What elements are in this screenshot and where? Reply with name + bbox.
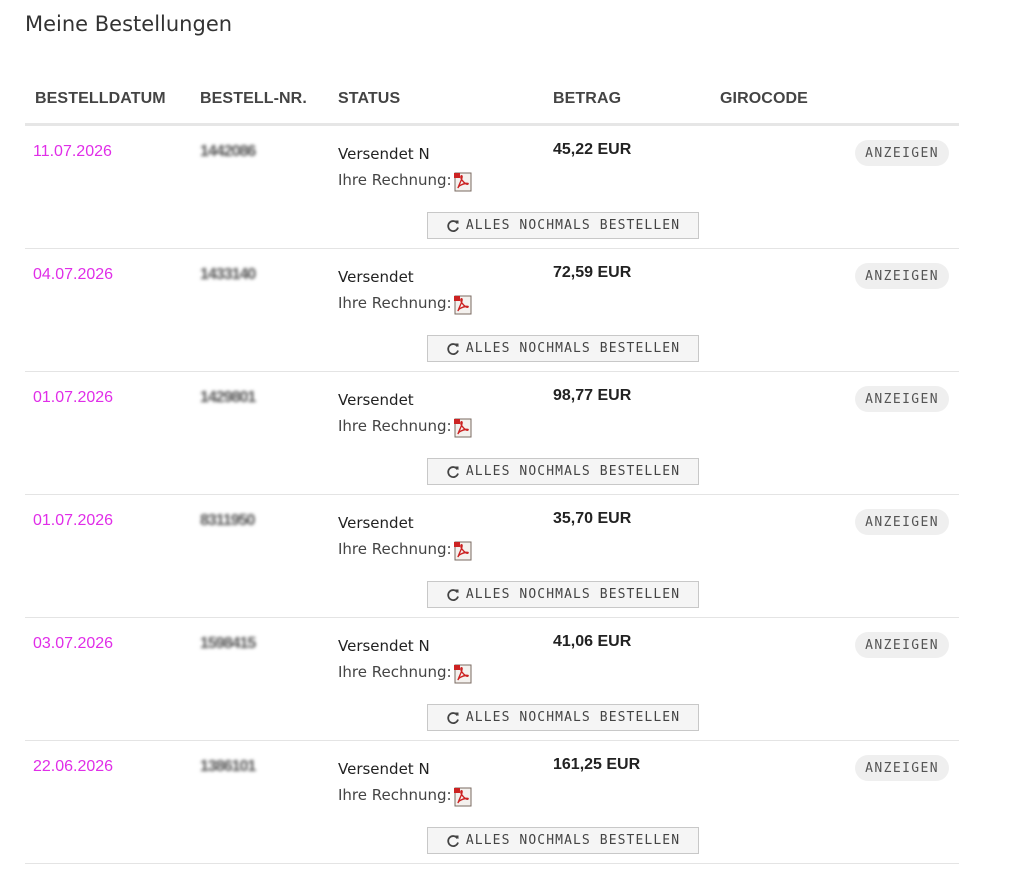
invoice-label: Ihre Rechnung: (338, 786, 452, 804)
table-row: 01.07.2026 1429801 Versendet Ihre Rechnu… (25, 372, 959, 495)
reorder-label: ALLES NOCHMALS BESTELLEN (465, 464, 681, 479)
invoice-label: Ihre Rechnung: (338, 417, 452, 435)
status-text: Versendet N (338, 145, 430, 163)
reorder-label: ALLES NOCHMALS BESTELLEN (465, 587, 681, 602)
header-girocode: GIROCODE (720, 90, 808, 107)
reload-icon (446, 711, 460, 725)
table-row: 04.07.2026 1433140 Versendet Ihre Rechnu… (25, 249, 959, 372)
invoice-line: Ihre Rechnung: (338, 167, 473, 193)
table-body: 11.07.2026 1442086 Versendet N Ihre Rech… (25, 126, 959, 864)
status-text: Versendet N (338, 760, 430, 778)
invoice-label: Ihre Rechnung: (338, 663, 452, 681)
invoice-label: Ihre Rechnung: (338, 294, 452, 312)
order-number: 1429801 (200, 389, 256, 406)
reload-icon (446, 465, 460, 479)
reorder-all-button[interactable]: ALLES NOCHMALS BESTELLEN (427, 827, 699, 854)
status-cell: Versendet N Ihre Rechnung: (338, 756, 473, 808)
reload-icon (446, 834, 460, 848)
invoice-line: Ihre Rechnung: (338, 782, 473, 808)
status-cell: Versendet Ihre Rechnung: (338, 510, 473, 562)
table-header: BESTELLDATUM BESTELL-NR. STATUS BETRAG G… (25, 76, 959, 126)
table-row: 03.07.2026 1598415 Versendet N Ihre Rech… (25, 618, 959, 741)
order-date-link[interactable]: 01.07.2026 (33, 389, 114, 406)
header-order-number: BESTELL-NR. (200, 90, 307, 107)
table-row: 22.06.2026 1386101 Versendet N Ihre Rech… (25, 741, 959, 864)
order-number: 1386101 (200, 758, 256, 775)
order-amount: 98,77 EUR (553, 387, 632, 404)
table-row: 11.07.2026 1442086 Versendet N Ihre Rech… (25, 126, 959, 249)
order-amount: 41,06 EUR (553, 633, 632, 650)
order-amount: 72,59 EUR (553, 264, 632, 281)
status-text: Versendet (338, 268, 414, 286)
pdf-icon[interactable] (453, 295, 473, 315)
order-amount: 161,25 EUR (553, 756, 641, 773)
invoice-label: Ihre Rechnung: (338, 540, 452, 558)
status-cell: Versendet Ihre Rechnung: (338, 264, 473, 316)
pdf-icon[interactable] (453, 541, 473, 561)
status-cell: Versendet N Ihre Rechnung: (338, 633, 473, 685)
order-date-link[interactable]: 22.06.2026 (33, 758, 114, 775)
reorder-all-button[interactable]: ALLES NOCHMALS BESTELLEN (427, 704, 699, 731)
reorder-all-button[interactable]: ALLES NOCHMALS BESTELLEN (427, 458, 699, 485)
pdf-icon[interactable] (453, 418, 473, 438)
reload-icon (446, 588, 460, 602)
pdf-icon[interactable] (453, 787, 473, 807)
show-button[interactable]: ANZEIGEN (855, 386, 949, 412)
reorder-label: ALLES NOCHMALS BESTELLEN (465, 833, 681, 848)
reorder-all-button[interactable]: ALLES NOCHMALS BESTELLEN (427, 335, 699, 362)
header-status: STATUS (338, 90, 401, 107)
order-date-link[interactable]: 04.07.2026 (33, 266, 114, 283)
order-date-link[interactable]: 11.07.2026 (33, 143, 112, 160)
invoice-line: Ihre Rechnung: (338, 536, 473, 562)
reorder-label: ALLES NOCHMALS BESTELLEN (465, 710, 681, 725)
header-amount: BETRAG (553, 90, 622, 107)
order-number: 1433140 (200, 266, 256, 283)
pdf-icon[interactable] (453, 664, 473, 684)
status-text: Versendet (338, 391, 414, 409)
status-text: Versendet (338, 514, 414, 532)
reload-icon (446, 219, 460, 233)
show-button[interactable]: ANZEIGEN (855, 263, 949, 289)
order-date-link[interactable]: 01.07.2026 (33, 512, 114, 529)
order-number: 1442086 (200, 143, 256, 160)
invoice-line: Ihre Rechnung: (338, 413, 473, 439)
table-row: 01.07.2026 8311950 Versendet Ihre Rechnu… (25, 495, 959, 618)
reorder-all-button[interactable]: ALLES NOCHMALS BESTELLEN (427, 581, 699, 608)
reorder-label: ALLES NOCHMALS BESTELLEN (465, 218, 681, 233)
show-button[interactable]: ANZEIGEN (855, 140, 949, 166)
show-button[interactable]: ANZEIGEN (855, 632, 949, 658)
reorder-label: ALLES NOCHMALS BESTELLEN (465, 341, 681, 356)
invoice-label: Ihre Rechnung: (338, 171, 452, 189)
order-number: 8311950 (200, 512, 255, 529)
page-title: Meine Bestellungen (25, 12, 233, 36)
pdf-icon[interactable] (453, 172, 473, 192)
order-number: 1598415 (200, 635, 256, 652)
order-date-link[interactable]: 03.07.2026 (33, 635, 114, 652)
invoice-line: Ihre Rechnung: (338, 290, 473, 316)
header-order-date: BESTELLDATUM (35, 90, 166, 107)
orders-table: BESTELLDATUM BESTELL-NR. STATUS BETRAG G… (25, 76, 959, 864)
show-button[interactable]: ANZEIGEN (855, 755, 949, 781)
reload-icon (446, 342, 460, 356)
reorder-all-button[interactable]: ALLES NOCHMALS BESTELLEN (427, 212, 699, 239)
order-amount: 45,22 EUR (553, 141, 632, 158)
order-amount: 35,70 EUR (553, 510, 632, 527)
show-button[interactable]: ANZEIGEN (855, 509, 949, 535)
status-cell: Versendet Ihre Rechnung: (338, 387, 473, 439)
invoice-line: Ihre Rechnung: (338, 659, 473, 685)
status-text: Versendet N (338, 637, 430, 655)
status-cell: Versendet N Ihre Rechnung: (338, 141, 473, 193)
